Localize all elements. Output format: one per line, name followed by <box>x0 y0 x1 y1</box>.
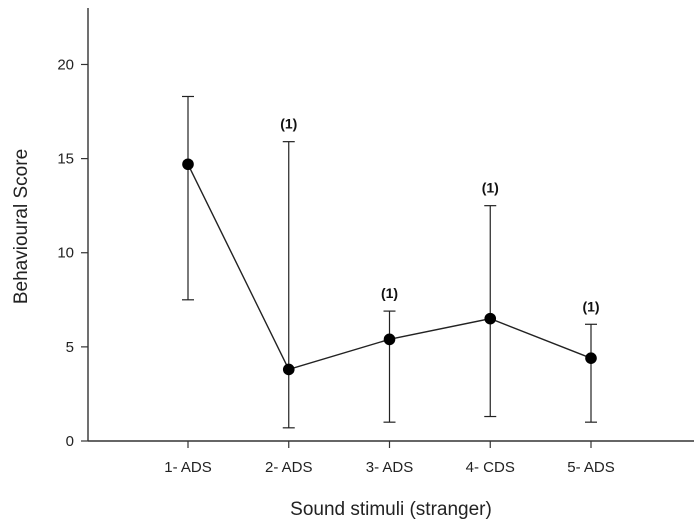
significance-annotation: (1) <box>280 116 297 132</box>
y-axis-label: Behavioural Score <box>11 149 32 304</box>
data-point <box>282 363 295 376</box>
error-bars <box>182 95 597 429</box>
annotations: (1) (1) (1) (1) <box>280 116 599 315</box>
y-ticks: 0 5 10 15 20 <box>57 56 88 450</box>
significance-annotation: (1) <box>482 180 499 196</box>
x-axis-label: Sound stimuli (stranger) <box>290 499 492 520</box>
y-tick-label: 5 <box>66 339 74 356</box>
y-tick-label: 15 <box>57 151 74 168</box>
y-tick-label: 10 <box>57 245 74 262</box>
x-tick-label: 5- ADS <box>567 459 615 476</box>
x-ticks: 1- ADS 2- ADS 3- ADS 4- CDS 5- ADS <box>164 441 615 476</box>
y-tick-label: 20 <box>57 56 74 73</box>
data-points <box>182 158 597 376</box>
x-tick-label: 4- CDS <box>466 459 515 476</box>
significance-annotation: (1) <box>582 298 599 314</box>
data-point <box>182 158 194 171</box>
x-tick-label: 2- ADS <box>265 459 313 476</box>
y-tick-label: 0 <box>66 433 74 450</box>
data-point <box>484 312 497 325</box>
data-point <box>383 333 396 346</box>
data-point <box>585 352 597 364</box>
significance-annotation: (1) <box>381 285 398 301</box>
x-tick-label: 1- ADS <box>164 459 212 476</box>
axes <box>87 8 694 442</box>
x-tick-label: 3- ADS <box>366 459 414 476</box>
